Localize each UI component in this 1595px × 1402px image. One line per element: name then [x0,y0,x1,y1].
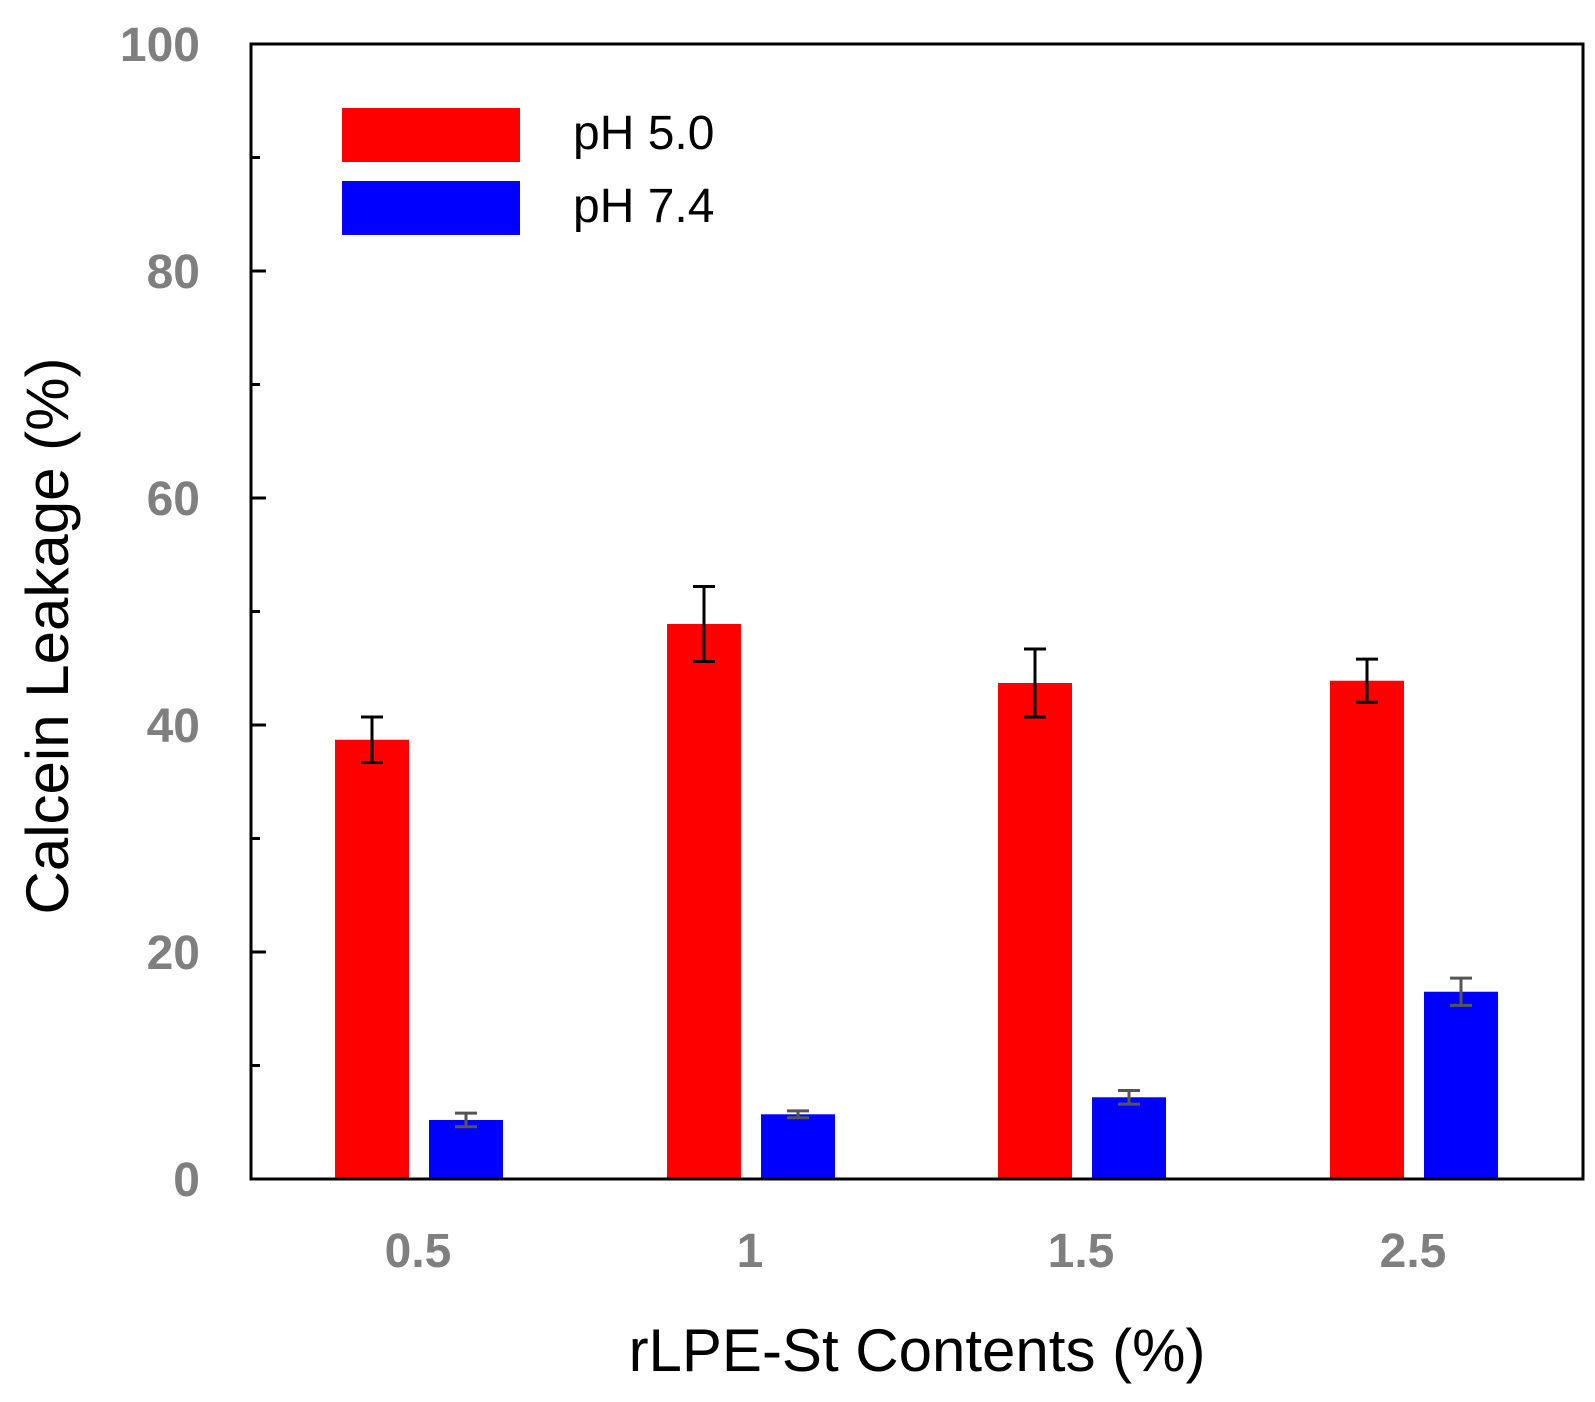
legend-label-ph74: pH 7.4 [573,180,714,233]
y-tick-label: 80 [147,246,200,299]
error-bar-ph74-0.5 [455,1111,477,1129]
legend: pH 5.0 pH 7.4 [342,107,714,235]
bar-ph5-2.5 [1330,680,1404,1179]
x-tick-label: 1.5 [1048,1225,1115,1278]
y-tick-label: 20 [147,927,200,980]
bar-ph74-1 [761,1114,835,1179]
x-tick-label: 2.5 [1380,1225,1447,1278]
error-bar-ph5-0.5 [361,715,383,764]
bar-ph5-1.5 [998,683,1072,1179]
error-bar-ph5-1 [693,585,715,663]
error-bar-ph74-1 [787,1109,809,1120]
error-bar-ph74-2.5 [1450,976,1472,1007]
y-axis: 0 20 40 60 80 100 [120,19,266,1207]
y-axis-title: Calcein Leakage (%) [14,358,81,915]
y-tick-label: 100 [120,19,200,72]
y-tick-label: 60 [147,473,200,526]
y-tick-label: 0 [173,1154,200,1207]
bars-layer [335,623,1498,1179]
error-bar-ph74-1.5 [1118,1088,1140,1106]
legend-swatch-ph74 [342,181,520,235]
x-axis: 0.5 1 1.5 2.5 [385,1225,1447,1278]
x-tick-label: 1 [737,1225,764,1278]
error-bar-ph5-1.5 [1024,647,1046,719]
error-bar-ph5-2.5 [1356,657,1378,704]
bar-ph74-2.5 [1424,991,1498,1179]
bar-ph74-1.5 [1092,1097,1166,1179]
bar-ph5-0.5 [335,739,409,1179]
bar-ph74-0.5 [429,1119,503,1179]
legend-swatch-ph5 [342,108,520,162]
bar-ph5-1 [667,623,741,1179]
x-tick-label: 0.5 [385,1225,452,1278]
y-tick-label: 40 [147,700,200,753]
legend-label-ph5: pH 5.0 [573,107,714,160]
error-bars-layer [361,585,1472,1129]
x-axis-title: rLPE-St Contents (%) [629,1317,1206,1384]
